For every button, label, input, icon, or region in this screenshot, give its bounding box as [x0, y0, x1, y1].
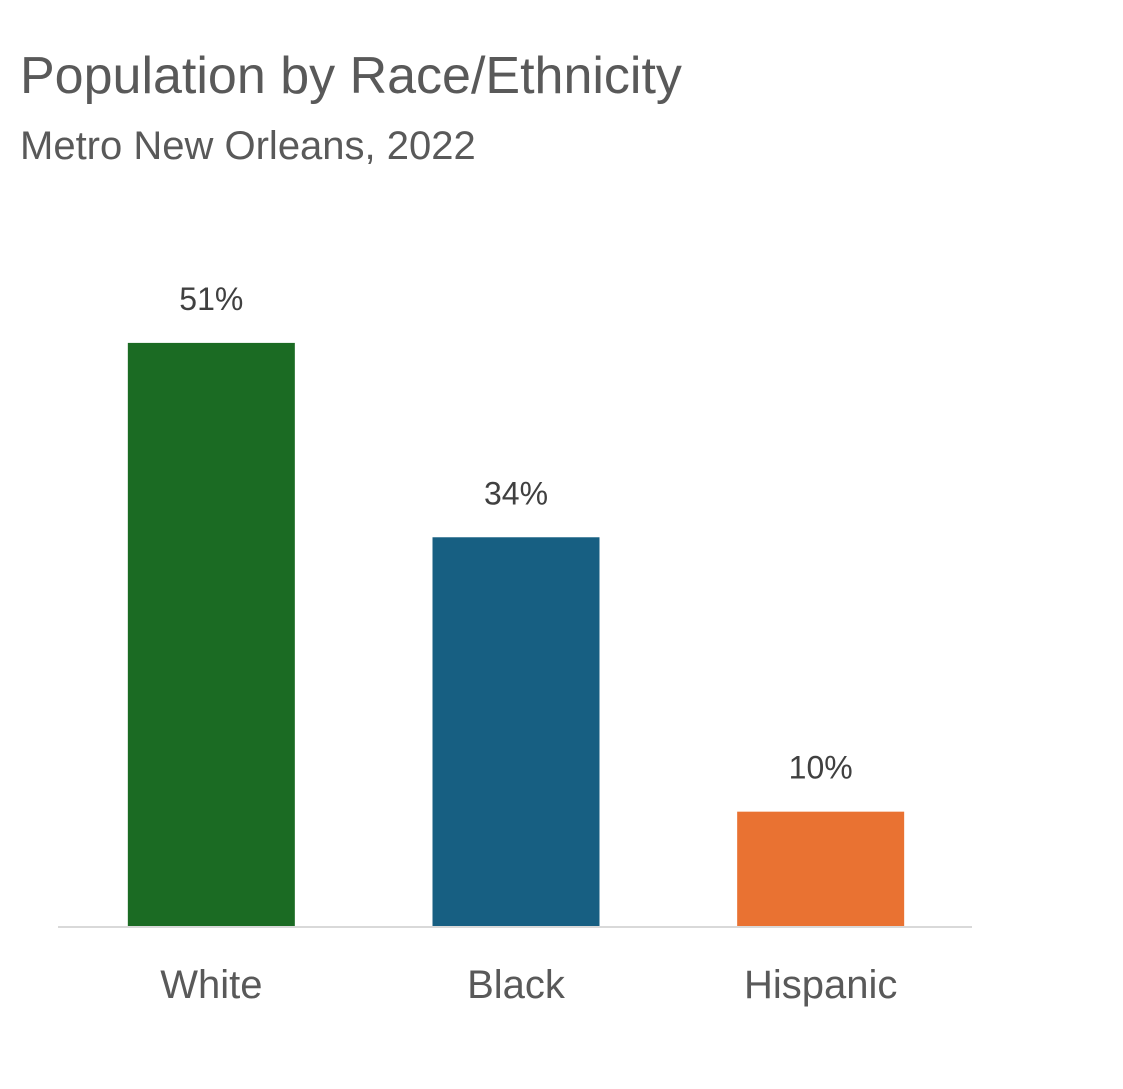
category-label: Black — [467, 963, 566, 1007]
data-label: 10% — [789, 750, 853, 786]
chart-subtitle: Metro New Orleans, 2022 — [20, 124, 476, 168]
bar-white — [127, 342, 295, 926]
category-label: Hispanic — [744, 963, 897, 1007]
chart-title: Population by Race/Ethnicity — [20, 47, 682, 105]
data-label: 34% — [484, 475, 548, 511]
bar-black — [432, 537, 600, 926]
category-label: White — [160, 963, 262, 1007]
bar-hispanic — [737, 811, 905, 926]
data-label: 51% — [179, 281, 243, 317]
